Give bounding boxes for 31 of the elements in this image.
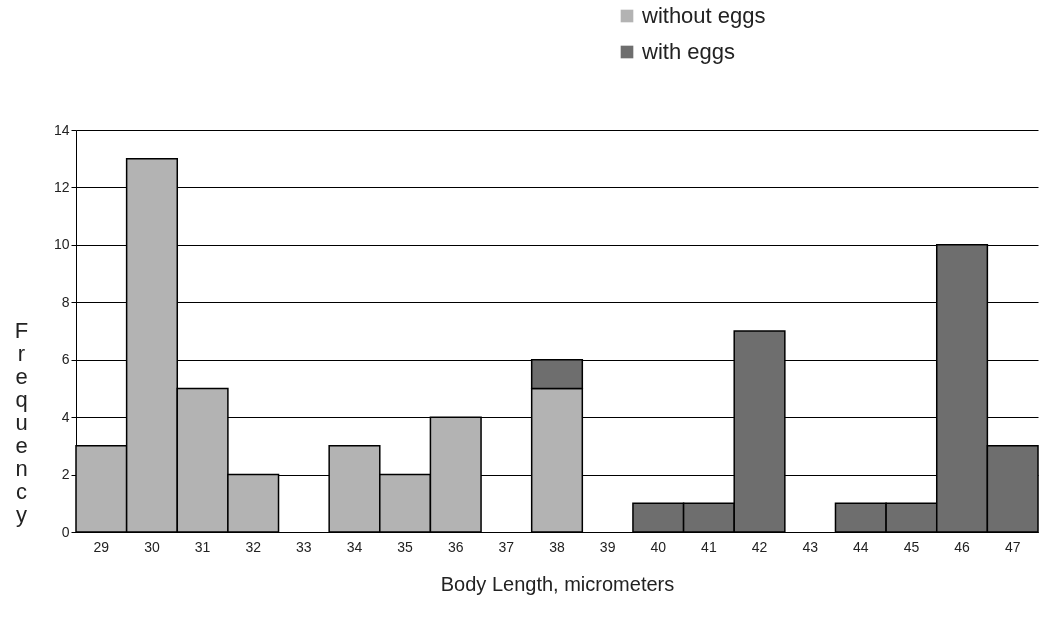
- x-tick-label: 33: [296, 538, 312, 555]
- x-tick-label: 37: [498, 538, 515, 555]
- x-tick-label: 43: [802, 538, 819, 555]
- x-tick-label: 46: [954, 538, 971, 555]
- y-tick-label: 4: [61, 408, 70, 425]
- y-tick-label: 2: [61, 466, 70, 483]
- x-axis-title: Body Length, micrometers: [440, 572, 675, 595]
- y-tick-label: 10: [53, 236, 70, 253]
- legend-label: with eggs: [641, 39, 735, 64]
- y-tick-label: 12: [53, 178, 70, 195]
- x-tick-label: 44: [853, 538, 869, 555]
- x-tick-label: 41: [701, 538, 717, 555]
- x-tick-label: 47: [1004, 538, 1021, 555]
- x-tick-label: 29: [93, 538, 110, 555]
- x-tick-label: 32: [245, 538, 262, 555]
- x-tick-label: 40: [650, 538, 667, 555]
- x-tick-label: 36: [447, 538, 464, 555]
- x-tick-label: 30: [144, 538, 160, 555]
- x-tick-label: 35: [397, 538, 414, 555]
- y-tick-label: 6: [61, 351, 70, 368]
- x-tick-label: 31: [194, 538, 211, 555]
- x-tick-label: 34: [346, 538, 363, 555]
- y-tick-label: 14: [53, 121, 70, 138]
- y-tick-label: 0: [61, 523, 70, 540]
- x-tick-label: 45: [903, 538, 920, 555]
- legend-label: without eggs: [641, 3, 766, 28]
- x-tick-label: 38: [549, 538, 565, 555]
- text: Frequency: [14, 317, 29, 527]
- x-tick-label: 39: [599, 538, 616, 555]
- y-tick-label: 8: [61, 293, 70, 310]
- x-tick-label: 42: [751, 538, 768, 555]
